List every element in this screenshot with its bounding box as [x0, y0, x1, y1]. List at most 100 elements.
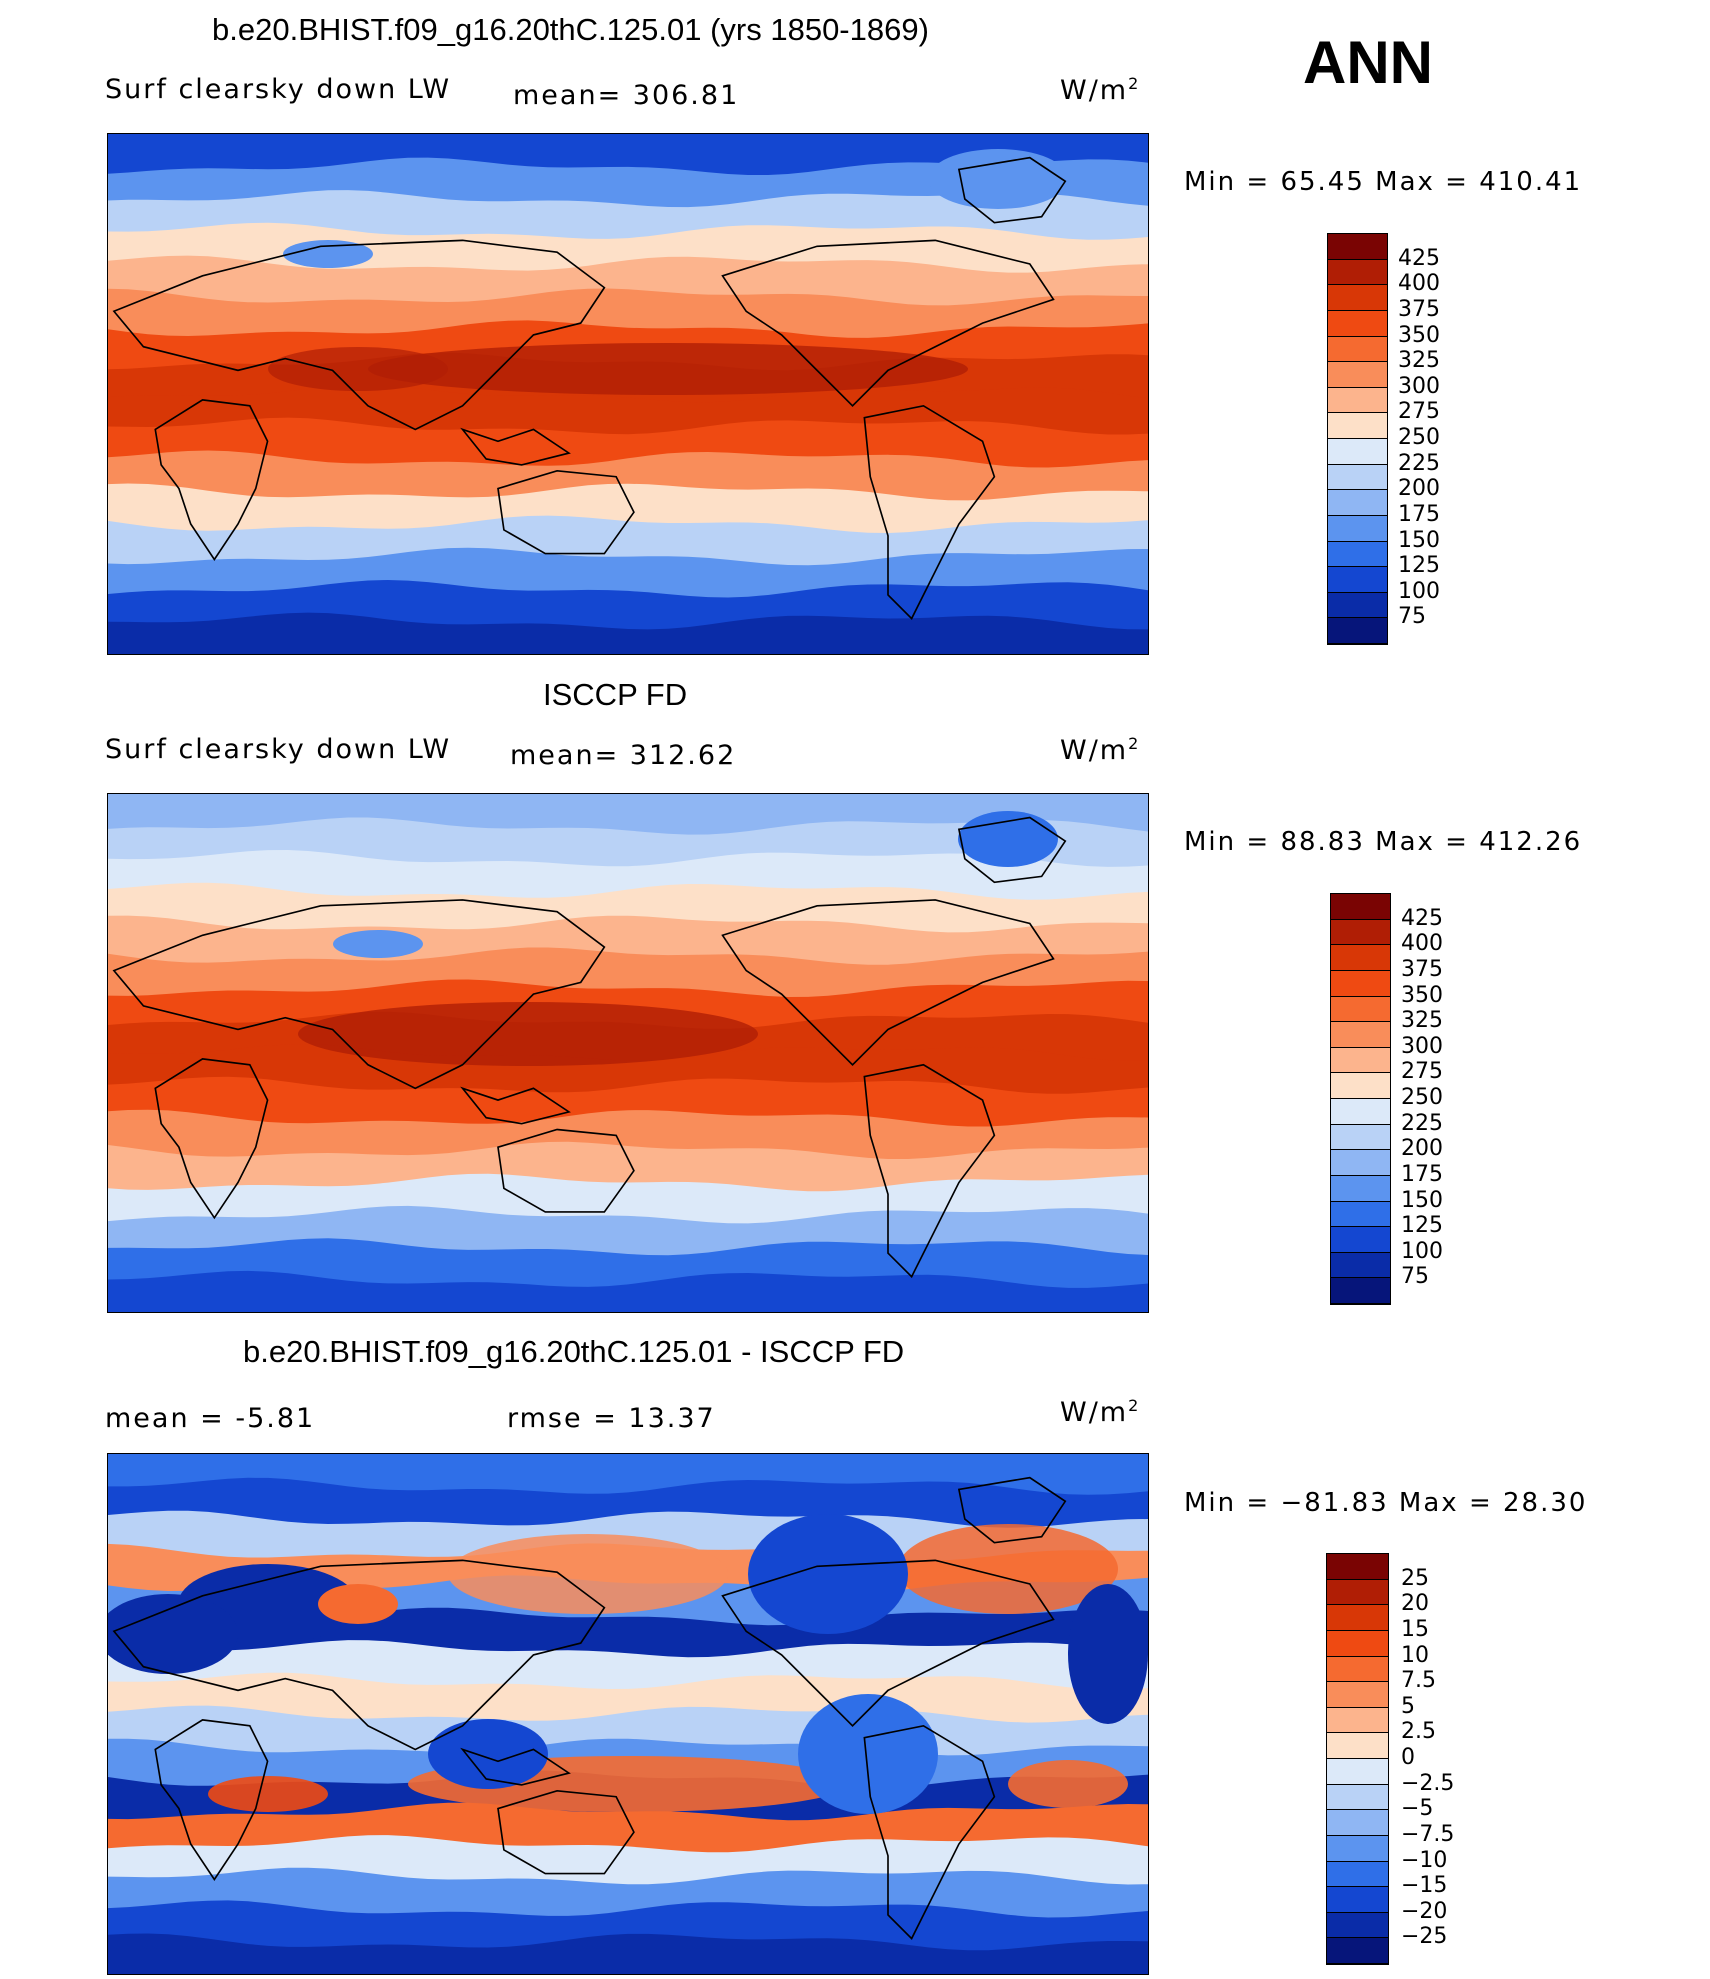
panel-3-title: b.e20.BHIST.f09_g16.20thC.125.01 - ISCCP… [243, 1334, 905, 1369]
coastline-path [957, 156, 1067, 224]
colorbar-tick-label: 175 [1398, 501, 1440, 527]
panel-3-units: W/m2 [1060, 1396, 1141, 1428]
contour-blob [268, 347, 448, 391]
colorbar-swatch [1331, 1278, 1390, 1304]
coastline-path [460, 1086, 571, 1125]
colorbar-tick-label: 175 [1401, 1161, 1443, 1187]
colorbar-tick-label: −10 [1401, 1847, 1448, 1873]
coastline-path [154, 1719, 269, 1881]
contour-blob [428, 1719, 548, 1789]
colorbar-swatch [1331, 1150, 1390, 1176]
colorbar-swatch [1328, 387, 1387, 414]
panel-3-rmse: rmse = 13.37 [507, 1403, 716, 1434]
coastlines [112, 816, 1067, 1279]
coastline-path [497, 469, 635, 555]
panel-2-title: ISCCP FD [543, 677, 688, 712]
colorbar-tick-label: 325 [1401, 1008, 1443, 1034]
panel-1-map [107, 133, 1149, 655]
colorbar-tick-label: 250 [1401, 1085, 1443, 1110]
coastline-path [863, 1724, 996, 1940]
colorbar-2 [1330, 893, 1391, 1305]
colorbar-swatch [1327, 1656, 1388, 1683]
contour-blob [208, 1776, 328, 1812]
colorbar-tick-label: 275 [1401, 1059, 1443, 1085]
colorbar-swatch [1331, 919, 1390, 946]
map-2-svg [108, 794, 1148, 1312]
contour-blob [448, 1534, 728, 1614]
contour-blob [108, 1594, 238, 1674]
contour-band [108, 1933, 1148, 1974]
colorbar-tick-label: 300 [1401, 1033, 1443, 1059]
colorbar-swatch [1331, 1175, 1390, 1202]
colorbar-tick-label: 225 [1398, 450, 1440, 476]
colorbar-swatch [1328, 567, 1387, 593]
colorbar-swatch [1327, 1554, 1388, 1580]
colorbar-swatch [1331, 1252, 1390, 1279]
colorbar-tick-label: 0 [1401, 1745, 1415, 1770]
colorbar-swatch [1327, 1630, 1388, 1657]
panel-1-variable: Surf clearsky down LW [105, 74, 452, 105]
colorbar-swatch [1327, 1759, 1388, 1785]
colorbar-swatch [1327, 1861, 1388, 1888]
map-3-svg [108, 1454, 1148, 1974]
contour-blob [1068, 1584, 1148, 1724]
colorbar-swatch [1328, 464, 1387, 491]
colorbar-swatch [1331, 1227, 1390, 1253]
colorbar-1 [1327, 233, 1388, 645]
colorbar-swatch [1331, 996, 1390, 1023]
colorbar-swatch [1327, 1733, 1388, 1759]
colorbar-swatch [1327, 1784, 1388, 1811]
coastline-path [497, 1128, 635, 1213]
colorbar-swatch [1331, 894, 1390, 920]
colorbar-swatch [1331, 1099, 1390, 1125]
panel-1-minmax: Min = 65.45 Max = 410.41 [1184, 167, 1583, 197]
colorbar-tick-label: 425 [1398, 245, 1440, 271]
colorbar-swatch [1328, 285, 1387, 311]
coastline-path [863, 1063, 996, 1279]
colorbar-tick-label: 75 [1401, 1264, 1429, 1290]
contour-blob [898, 1524, 1118, 1614]
colorbar-tick-label: −20 [1401, 1898, 1448, 1924]
contour-blob [798, 1694, 938, 1814]
panel-2-map [107, 793, 1149, 1313]
colorbar-tick-label: 350 [1398, 322, 1440, 348]
coastline-path [460, 1747, 571, 1786]
coastline-path [957, 1476, 1067, 1544]
colorbar-tick-label: 200 [1398, 476, 1440, 502]
colorbar-swatch [1327, 1810, 1388, 1836]
colorbar-tick-label: −15 [1401, 1873, 1448, 1899]
coastline-path [721, 899, 1055, 1066]
panel-2-mean: mean= 312.62 [510, 740, 737, 771]
contour-blob [928, 149, 1068, 209]
colorbar-swatch [1327, 1707, 1388, 1734]
colorbar-tick-label: 100 [1401, 1238, 1443, 1264]
colorbar-swatch [1328, 490, 1387, 516]
colorbar-swatch [1327, 1938, 1388, 1964]
colorbar-swatch [1328, 336, 1387, 363]
coastline-path [112, 239, 606, 431]
contour-blob [1008, 1760, 1128, 1808]
panel-1-title: b.e20.BHIST.f09_g16.20thC.125.01 (yrs 18… [212, 12, 929, 47]
colorbar-tick-label: 250 [1398, 425, 1440, 450]
colorbar-swatch [1328, 439, 1387, 465]
colorbar-tick-label: 15 [1401, 1616, 1429, 1642]
panel-3-minmax: Min = −81.83 Max = 28.30 [1184, 1488, 1588, 1518]
colorbar-tick-label: 5 [1401, 1693, 1415, 1719]
panel-2-minmax: Min = 88.83 Max = 412.26 [1184, 827, 1583, 857]
colorbar-swatch [1327, 1579, 1388, 1606]
colorbar-tick-label: 350 [1401, 982, 1443, 1008]
coastline-path [863, 404, 996, 620]
colorbar-tick-label: −7.5 [1401, 1821, 1455, 1847]
colorbar-swatch [1331, 1201, 1390, 1228]
colorbar-swatch [1328, 541, 1387, 568]
contour-blob [283, 240, 373, 268]
colorbar-tick-label: 75 [1398, 604, 1426, 630]
colorbar-tick-label: 400 [1401, 931, 1443, 957]
colorbar-tick-label: 100 [1398, 578, 1440, 604]
colorbar-swatch [1327, 1835, 1388, 1862]
colorbar-tick-label: 125 [1401, 1213, 1443, 1239]
colorbar-swatch [1331, 1047, 1390, 1074]
coastline-path [460, 427, 571, 466]
colorbar-swatch [1327, 1605, 1388, 1631]
colorbar-swatch [1328, 618, 1387, 644]
